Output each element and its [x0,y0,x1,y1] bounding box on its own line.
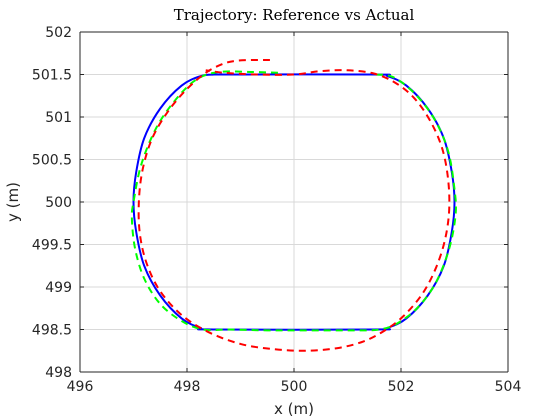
y-tick-label: 499 [45,280,72,296]
tick-labels: 496 498 500 502 504498498.5499499.5500500.55… [32,25,522,395]
y-axis-label: y (m) [4,182,22,222]
series-group [130,58,457,352]
axes [79,31,509,373]
y-tick-label: 502 [45,25,72,41]
x-tick-label: 496 [67,379,94,395]
x-tick-label: 500 [281,379,308,395]
y-tick-label: 499.5 [32,238,72,254]
x-tick-label: 498 [174,379,201,395]
actual-trajectory-green-line [130,70,457,332]
y-tick-label: 498 [45,365,72,381]
y-tick-label: 500.5 [32,153,72,169]
x-tick-label: 502 [388,379,415,395]
x-axis-label: x (m) [274,400,314,418]
chart-title: Trajectory: Reference vs Actual [174,6,415,24]
y-tick-label: 501.5 [32,68,72,84]
actual-trajectory-red-line [137,58,451,352]
x-tick-label: 504 [495,379,522,395]
y-tick-label: 500 [45,195,72,211]
y-tick-label: 501 [45,110,72,126]
y-tick-label: 498.5 [32,323,72,339]
